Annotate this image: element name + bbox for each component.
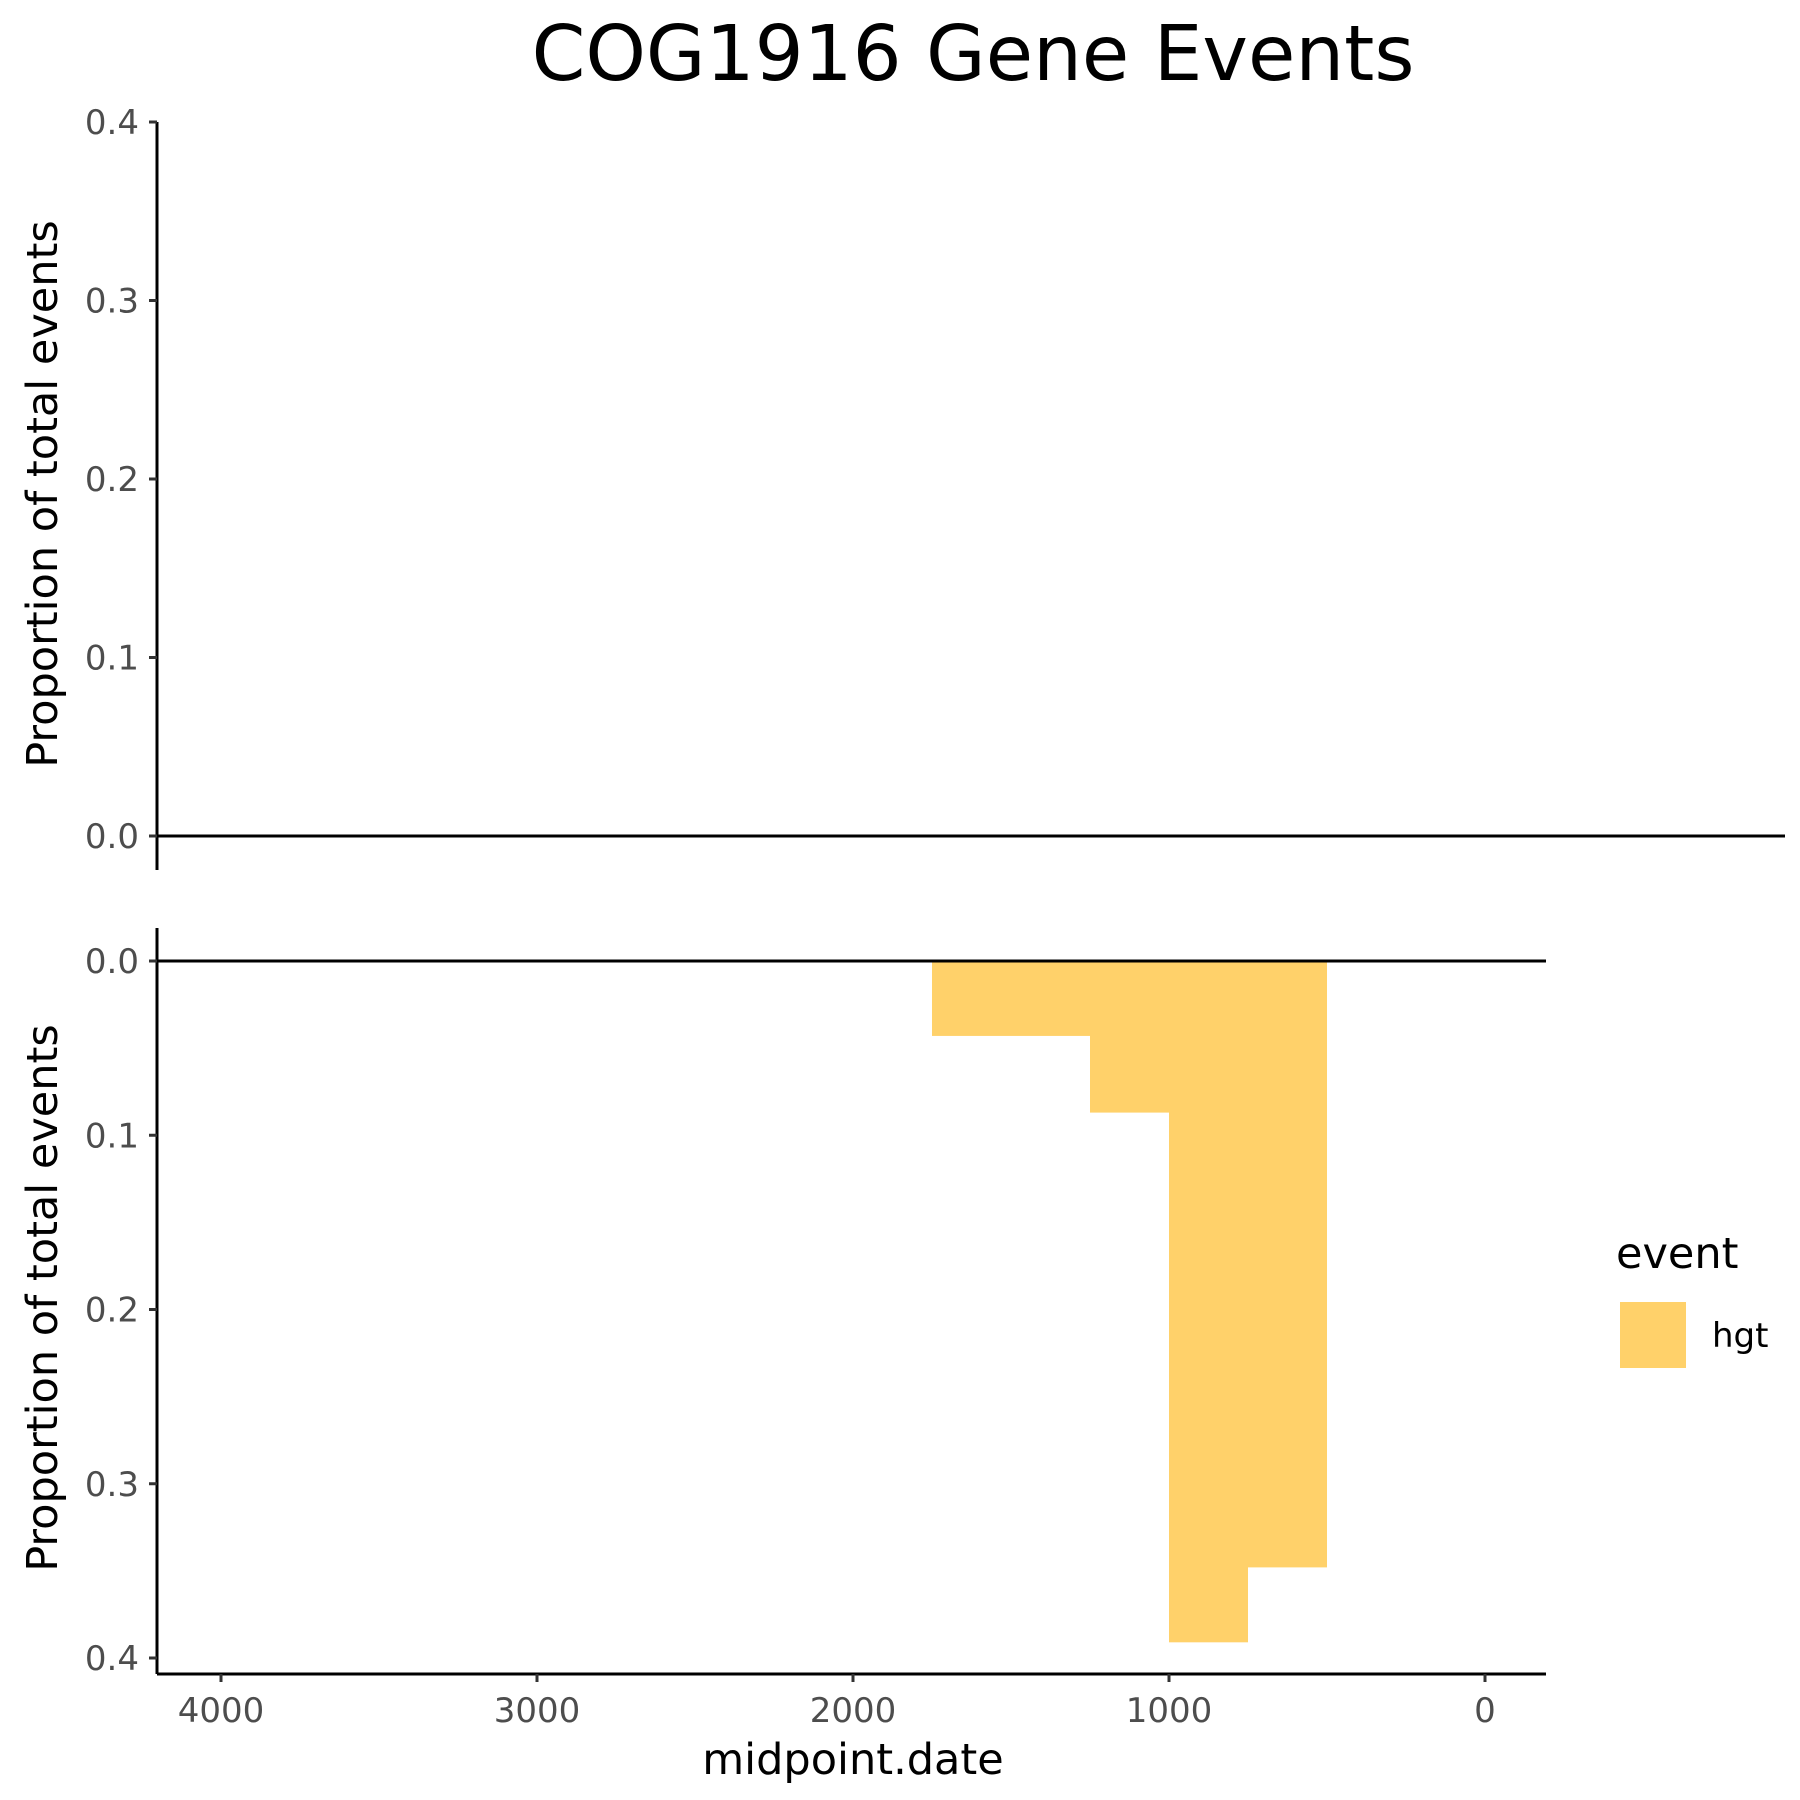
bottom-bar-2 <box>1169 961 1248 1643</box>
x-tick-label-3: 1000 <box>1126 1691 1213 1731</box>
bottom-y-axis-title: Proportion of total events <box>18 1024 68 1572</box>
bottom-y-tick-label-2: 0.2 <box>85 1291 139 1331</box>
x-tick-label-2: 2000 <box>810 1691 897 1731</box>
bottom-bar-0 <box>932 961 1090 1036</box>
top-y-tick-label-4: 0.4 <box>85 103 139 143</box>
bottom-y-tick-label-4: 0.4 <box>85 1639 139 1679</box>
x-tick-label-4: 0 <box>1474 1691 1496 1731</box>
bottom-bar-1 <box>1090 961 1169 1113</box>
top-y-axis-title: Proportion of total events <box>18 220 68 768</box>
bottom-bar-3 <box>1248 961 1327 1568</box>
legend-label-hgt: hgt <box>1712 1316 1768 1356</box>
bottom-y-tick-label-0: 0.0 <box>85 942 139 982</box>
legend: event hgt <box>1616 1229 1768 1368</box>
x-axis-title: midpoint.date <box>702 1735 1003 1785</box>
top-y-tick-label-0: 0.0 <box>85 817 139 857</box>
legend-title: event <box>1616 1229 1738 1279</box>
legend-key-hgt <box>1620 1302 1686 1368</box>
bottom-y-tick-label-3: 0.3 <box>85 1465 139 1505</box>
bottom-panel: Proportion of total events 0.0 0.1 0.2 0.3 0… <box>18 928 1546 1679</box>
chart-title: COG1916 Gene Events <box>532 10 1415 99</box>
top-y-tick-label-2: 0.2 <box>85 460 139 500</box>
x-tick-label-0: 4000 <box>178 1691 265 1731</box>
x-tick-label-1: 3000 <box>494 1691 581 1731</box>
top-y-tick-label-1: 0.1 <box>85 639 139 679</box>
top-panel: Proportion of total events 0.0 0.1 0.2 0.3 0… <box>18 103 1785 870</box>
bottom-y-tick-label-1: 0.1 <box>85 1116 139 1156</box>
top-y-tick-label-3: 0.3 <box>85 282 139 322</box>
